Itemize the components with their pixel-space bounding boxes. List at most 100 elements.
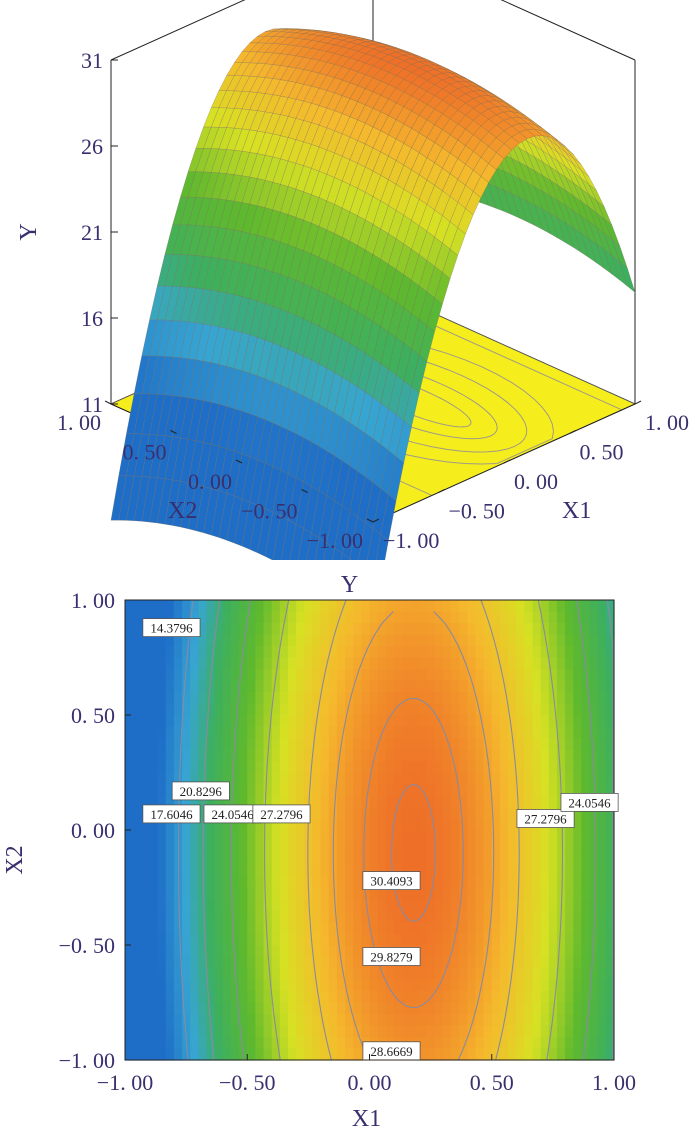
heatmap-cell xyxy=(573,841,582,854)
heatmap-cell xyxy=(198,611,208,624)
heatmap-cell xyxy=(369,968,379,981)
heatmap-cell xyxy=(385,703,395,716)
heatmap-cell xyxy=(369,669,379,682)
heatmap-cell xyxy=(475,657,485,670)
heatmap-cell xyxy=(141,657,151,670)
heatmap-cell xyxy=(141,991,151,1004)
heatmap-cell xyxy=(385,841,395,854)
heatmap-cell xyxy=(353,726,362,739)
heatmap-cell xyxy=(524,933,534,946)
heatmap-cell xyxy=(565,680,574,693)
heatmap-cell xyxy=(491,738,501,751)
heatmap-cell xyxy=(516,669,525,682)
heatmap-cell xyxy=(320,979,330,992)
heatmap-cell xyxy=(548,738,558,751)
heatmap-cell xyxy=(426,910,436,923)
heatmap-cell xyxy=(605,1037,615,1050)
heatmap-cell xyxy=(402,899,411,912)
heatmap-cell xyxy=(499,715,509,728)
heatmap-cell xyxy=(222,703,232,716)
heatmap-cell xyxy=(426,830,436,843)
heatmap-cell xyxy=(442,887,452,900)
heatmap-cell xyxy=(141,600,151,613)
heatmap-cell xyxy=(312,1014,322,1027)
heatmap-cell xyxy=(182,876,191,889)
heatmap-cell xyxy=(361,1014,371,1027)
heatmap-cell xyxy=(548,933,558,946)
heatmap-cell xyxy=(548,634,558,647)
heatmap-cell xyxy=(483,830,493,843)
heatmap-cell xyxy=(173,669,183,682)
heatmap-cell xyxy=(597,703,607,716)
heatmap-cell xyxy=(296,669,305,682)
heatmap-cell xyxy=(540,761,550,774)
heatmap-cell xyxy=(516,979,525,992)
heatmap-cell xyxy=(589,692,599,705)
heatmap-cell xyxy=(304,1037,314,1050)
heatmap-cell xyxy=(385,991,395,1004)
heatmap-cell xyxy=(499,1037,509,1050)
heatmap-cell xyxy=(565,864,574,877)
heatmap-cell xyxy=(214,1025,224,1038)
heatmap-cell xyxy=(565,876,574,889)
heatmap-cell xyxy=(434,818,444,831)
heatmap-cell xyxy=(418,1037,428,1050)
heatmap-cell xyxy=(361,864,371,877)
heatmap-cell xyxy=(377,795,387,808)
heatmap-cell xyxy=(402,818,411,831)
heatmap-cell xyxy=(434,657,444,670)
heatmap-cell xyxy=(141,738,151,751)
heatmap-cell xyxy=(345,887,354,900)
heatmap-cell xyxy=(288,910,297,923)
heatmap-cell xyxy=(279,968,289,981)
heatmap-cell xyxy=(442,830,452,843)
response-surface-3d-plot: 11 16 21 26 31 Y −1. 00 −0. 50 0. 00 0. 50 1. 00 −1… xyxy=(0,0,700,628)
heatmap-cell xyxy=(459,761,468,774)
heatmap-cell xyxy=(239,703,248,716)
heatmap-cell xyxy=(418,807,428,820)
contour-line xyxy=(332,611,394,1061)
heatmap-cell xyxy=(499,864,509,877)
heatmap-cell xyxy=(125,749,134,762)
heatmap-cell xyxy=(239,818,248,831)
heatmap-cell xyxy=(605,680,615,693)
heatmap-cell xyxy=(426,876,436,889)
heatmap-cell xyxy=(589,784,599,797)
heatmap-cell xyxy=(125,1048,134,1061)
heatmap-cell xyxy=(491,1025,501,1038)
heatmap-cell xyxy=(279,784,289,797)
heatmap-cell xyxy=(459,899,468,912)
heatmap-cell xyxy=(345,761,354,774)
heatmap-cell xyxy=(255,1002,265,1015)
heatmap-cell xyxy=(361,795,371,808)
heatmap-cell xyxy=(133,703,142,716)
heatmap-cell xyxy=(540,1014,550,1027)
heatmap-cell xyxy=(190,1037,199,1050)
heatmap-cell xyxy=(581,979,591,992)
heatmap-cell xyxy=(173,1014,183,1027)
heatmap-cell xyxy=(491,623,501,636)
heatmap-cell xyxy=(410,933,419,946)
heatmap-cell xyxy=(548,853,558,866)
heatmap-cell xyxy=(141,830,151,843)
heatmap-cell xyxy=(418,795,428,808)
heatmap-cell xyxy=(434,830,444,843)
heatmap-cell xyxy=(565,887,574,900)
heatmap-cell xyxy=(279,623,289,636)
heatmap-cell xyxy=(296,933,305,946)
heatmap-cell xyxy=(157,795,167,808)
heatmap-cell xyxy=(451,876,460,889)
heatmap-cell xyxy=(173,933,183,946)
heatmap-cell xyxy=(173,1002,183,1015)
heatmap-cell xyxy=(451,830,460,843)
heatmap-cell xyxy=(206,910,216,923)
z-axis-title: Y xyxy=(16,223,42,240)
heatmap-cell xyxy=(214,841,224,854)
heatmap-cell xyxy=(402,922,411,935)
heatmap-cell xyxy=(377,715,387,728)
heatmap-cell xyxy=(589,646,599,659)
heatmap-cell xyxy=(247,715,256,728)
heatmap-cell xyxy=(255,657,265,670)
heatmap-cell xyxy=(320,922,330,935)
heatmap-cell xyxy=(149,864,159,877)
